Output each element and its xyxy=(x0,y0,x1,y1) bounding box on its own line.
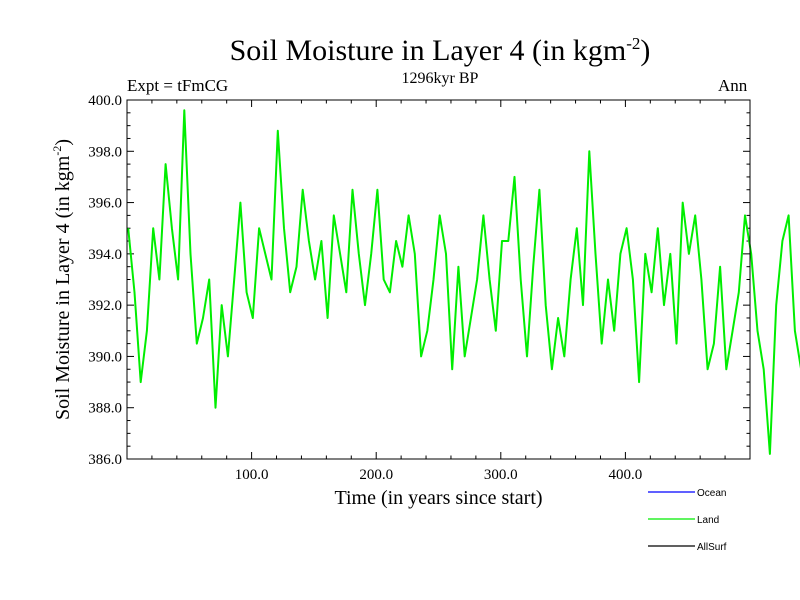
chart-title-superscript: -2 xyxy=(626,34,641,53)
chart-title-end: ) xyxy=(640,34,651,67)
season-label: Ann xyxy=(718,76,748,95)
axes-layer xyxy=(127,99,750,460)
legend: Ocean Land AllSurf xyxy=(648,488,727,553)
tick-label-layer: 386.0 388.0 390.0 392.0 394.0 396.0 398.0 400.0… xyxy=(50,93,642,509)
period-label: 1296kyr BP xyxy=(401,70,479,87)
y-tick-label: 398.0 xyxy=(88,144,122,160)
series-layer xyxy=(127,109,800,455)
x-tick-label: 100.0 xyxy=(235,467,269,483)
y-tick-label: 396.0 xyxy=(88,196,122,212)
x-tick-label: 400.0 xyxy=(609,467,643,483)
legend-label-ocean: Ocean xyxy=(697,488,726,499)
x-tick-label: 200.0 xyxy=(359,467,393,483)
y-axis-title-text: Soil Moisture in Layer 4 (in kgm xyxy=(52,155,74,420)
legend-label-allsurf: AllSurf xyxy=(697,542,727,553)
y-tick-label: 390.0 xyxy=(88,349,122,365)
y-axis-title-superscript: -2 xyxy=(50,146,64,156)
y-tick-label: 394.0 xyxy=(88,247,122,263)
y-axis-title: Soil Moisture in Layer 4 (in kgm-2) xyxy=(50,139,74,420)
y-axis-title-end: ) xyxy=(52,139,74,146)
legend-label-land: Land xyxy=(697,515,719,526)
y-tick-label: 386.0 xyxy=(88,452,122,468)
plot-frame xyxy=(126,99,751,460)
experiment-label: Expt = tFmCG xyxy=(127,76,229,95)
series-line-land xyxy=(127,109,800,455)
y-tick-label: 388.0 xyxy=(88,401,122,417)
y-tick-label: 392.0 xyxy=(88,298,122,314)
chart-title-text: Soil Moisture in Layer 4 (in kgm xyxy=(229,34,627,67)
y-tick-label: 400.0 xyxy=(88,93,122,109)
x-axis-title: Time (in years since start) xyxy=(334,487,542,509)
chart-title: Soil Moisture in Layer 4 (in kgm-2) xyxy=(0,34,800,68)
x-tick-label: 300.0 xyxy=(484,467,518,483)
